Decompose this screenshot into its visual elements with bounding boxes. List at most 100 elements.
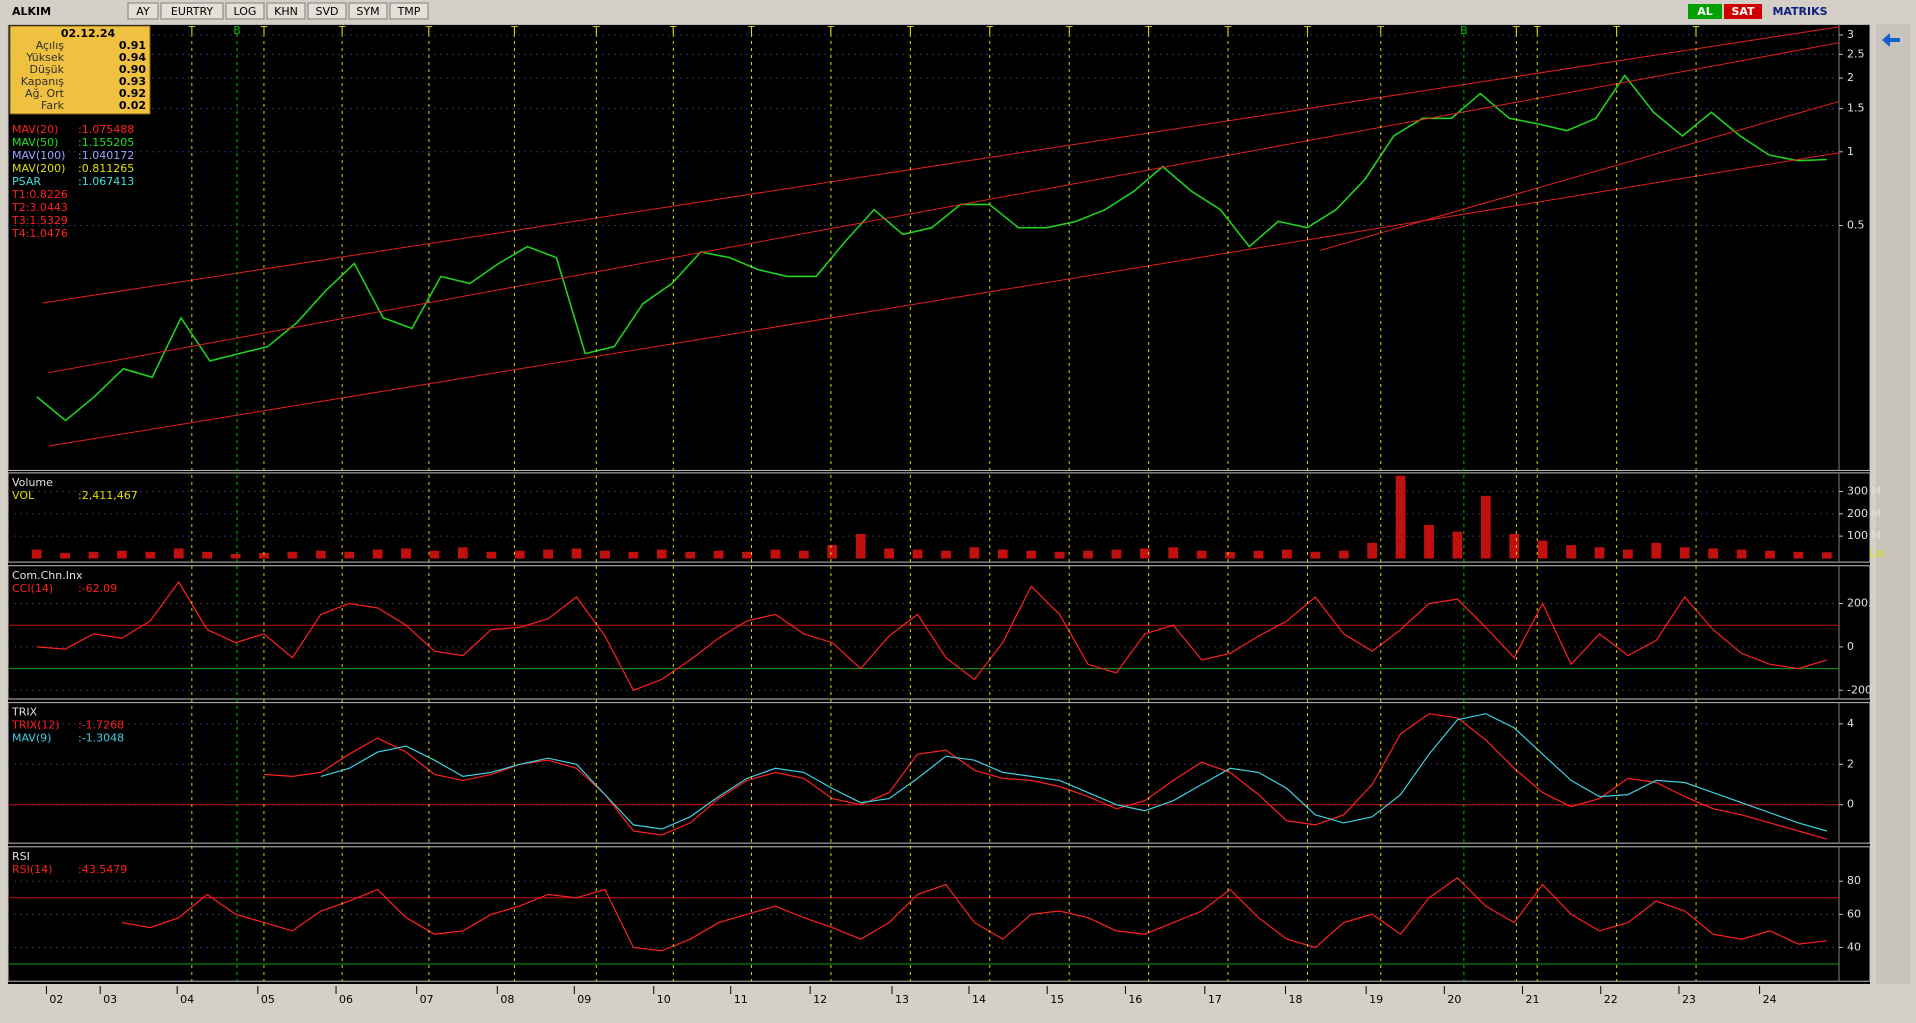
symbol[interactable]: ALKIM <box>12 5 51 18</box>
volume-bar <box>1793 551 1804 559</box>
legend-value: :1.040172 <box>78 149 134 162</box>
y-tick-label: 300 M <box>1847 484 1881 497</box>
x-tick-label: 21 <box>1526 993 1540 1006</box>
volume-bar <box>798 550 809 559</box>
x-tick-label: 06 <box>339 993 353 1006</box>
toolbar-button[interactable] <box>266 2 306 20</box>
toolbar-button-label[interactable]: SYM <box>356 5 379 18</box>
volume-bar <box>543 549 554 559</box>
x-tick-label: 03 <box>103 993 117 1006</box>
legend-name: T2:3.0443 <box>11 201 68 214</box>
volume-bar <box>1026 550 1037 559</box>
panel-border <box>7 702 1871 844</box>
signal-label: T <box>1303 24 1311 37</box>
chart-background <box>8 24 1870 984</box>
signal-label: T <box>338 24 346 37</box>
signal-label: T <box>1692 24 1700 37</box>
info-value: 0.93 <box>119 75 146 88</box>
side-arrow[interactable] <box>1882 33 1900 47</box>
toolbar-button[interactable] <box>127 2 159 20</box>
legend-value: :1.067413 <box>78 175 134 188</box>
info-label: Yüksek <box>25 51 64 64</box>
legend-value: :1.075488 <box>78 123 134 136</box>
legend-name: T3:1.5329 <box>11 214 68 227</box>
volume-bar <box>685 551 696 559</box>
x-tick-label: 04 <box>180 993 194 1006</box>
info-box-bg <box>9 25 151 115</box>
volume-bar <box>88 551 99 559</box>
y-tick-label: 2 <box>1847 757 1854 770</box>
legend-value: :2,411,467 <box>78 489 138 502</box>
legend-name: MAV(9) <box>12 732 51 745</box>
y-tick-label: 0 <box>1847 798 1854 811</box>
y-tick-label: 3 <box>1847 28 1854 41</box>
volume-bar <box>1225 551 1235 559</box>
date-bar <box>8 986 1870 1016</box>
y-tick-label: -200. <box>1847 683 1875 696</box>
y-tick-label: 100 M <box>1847 529 1881 542</box>
volume-bar <box>173 548 184 559</box>
y-tick-label: 200 M <box>1847 507 1881 520</box>
volume-bar <box>600 550 610 559</box>
indicator-line <box>121 877 1827 952</box>
buy-label[interactable]: AL <box>1697 5 1713 18</box>
toolbar-button-label[interactable]: LOG <box>234 5 257 18</box>
signal-label: T <box>1512 24 1520 37</box>
toolbar-button-label[interactable]: KHN <box>274 5 298 18</box>
x-tick-label: 05 <box>261 993 275 1006</box>
trend-line <box>42 26 1840 304</box>
toolbar-button-label[interactable]: SVD <box>316 5 339 18</box>
indicator-line <box>320 713 1827 832</box>
x-tick-label: 19 <box>1369 993 1383 1006</box>
legend-name: T4:1.0476 <box>11 227 68 240</box>
volume-bar <box>1424 524 1434 559</box>
volume-bar <box>344 551 355 559</box>
legend-name: MAV(100) <box>12 149 65 162</box>
volume-bar <box>486 551 497 559</box>
toolbar-button-label[interactable]: TMP <box>397 5 421 18</box>
toolbar-button-label[interactable]: EURTRY <box>171 5 214 18</box>
toolbar-button[interactable] <box>389 2 429 20</box>
buy-button[interactable] <box>1688 4 1722 19</box>
x-tick-label: 14 <box>972 993 986 1006</box>
brand: MATRIKS <box>1772 5 1827 18</box>
toolbar-button[interactable] <box>307 2 347 20</box>
volume-bar <box>912 549 923 559</box>
panel-border <box>7 472 1871 563</box>
x-tick-label: 11 <box>734 993 748 1006</box>
volume-bar <box>202 551 213 559</box>
toolbar-button[interactable] <box>160 2 224 20</box>
volume-bar <box>884 548 895 559</box>
x-tick-label: 02 <box>49 993 63 1006</box>
y-tick-label: 2.5 <box>1847 47 1865 60</box>
panel-title: Com.Chn.Inx <box>12 569 83 582</box>
y-tick-label: 40 <box>1847 940 1861 953</box>
toolbar-button[interactable] <box>225 2 265 20</box>
sell-button[interactable] <box>1724 4 1762 19</box>
volume-bar <box>1708 548 1719 559</box>
signal-label: T <box>1224 24 1232 37</box>
signal-label: T <box>669 24 677 37</box>
volume-bar <box>1736 549 1747 559</box>
volume-bar <box>1594 547 1605 559</box>
volume-bar <box>31 549 42 559</box>
volume-bar <box>1480 495 1491 559</box>
legend-name: VOL <box>12 489 35 502</box>
legend-name: TRIX(12) <box>11 719 60 732</box>
volume-bar <box>1765 550 1775 559</box>
sell-label[interactable]: SAT <box>1731 5 1755 18</box>
signal-label: T <box>985 24 993 37</box>
toolbar-button-label[interactable]: AY <box>136 5 150 18</box>
volume-bar <box>145 551 156 559</box>
legend-value: :1.155205 <box>78 136 134 149</box>
info-label: Kapanış <box>21 75 65 88</box>
x-tick-label: 22 <box>1604 993 1618 1006</box>
x-tick-label: 20 <box>1447 993 1461 1006</box>
volume-bar <box>742 551 752 559</box>
toolbar-button[interactable] <box>348 2 388 20</box>
y-tick-label: 1.5 <box>1847 102 1865 115</box>
scale-label: Lin <box>1869 547 1885 560</box>
